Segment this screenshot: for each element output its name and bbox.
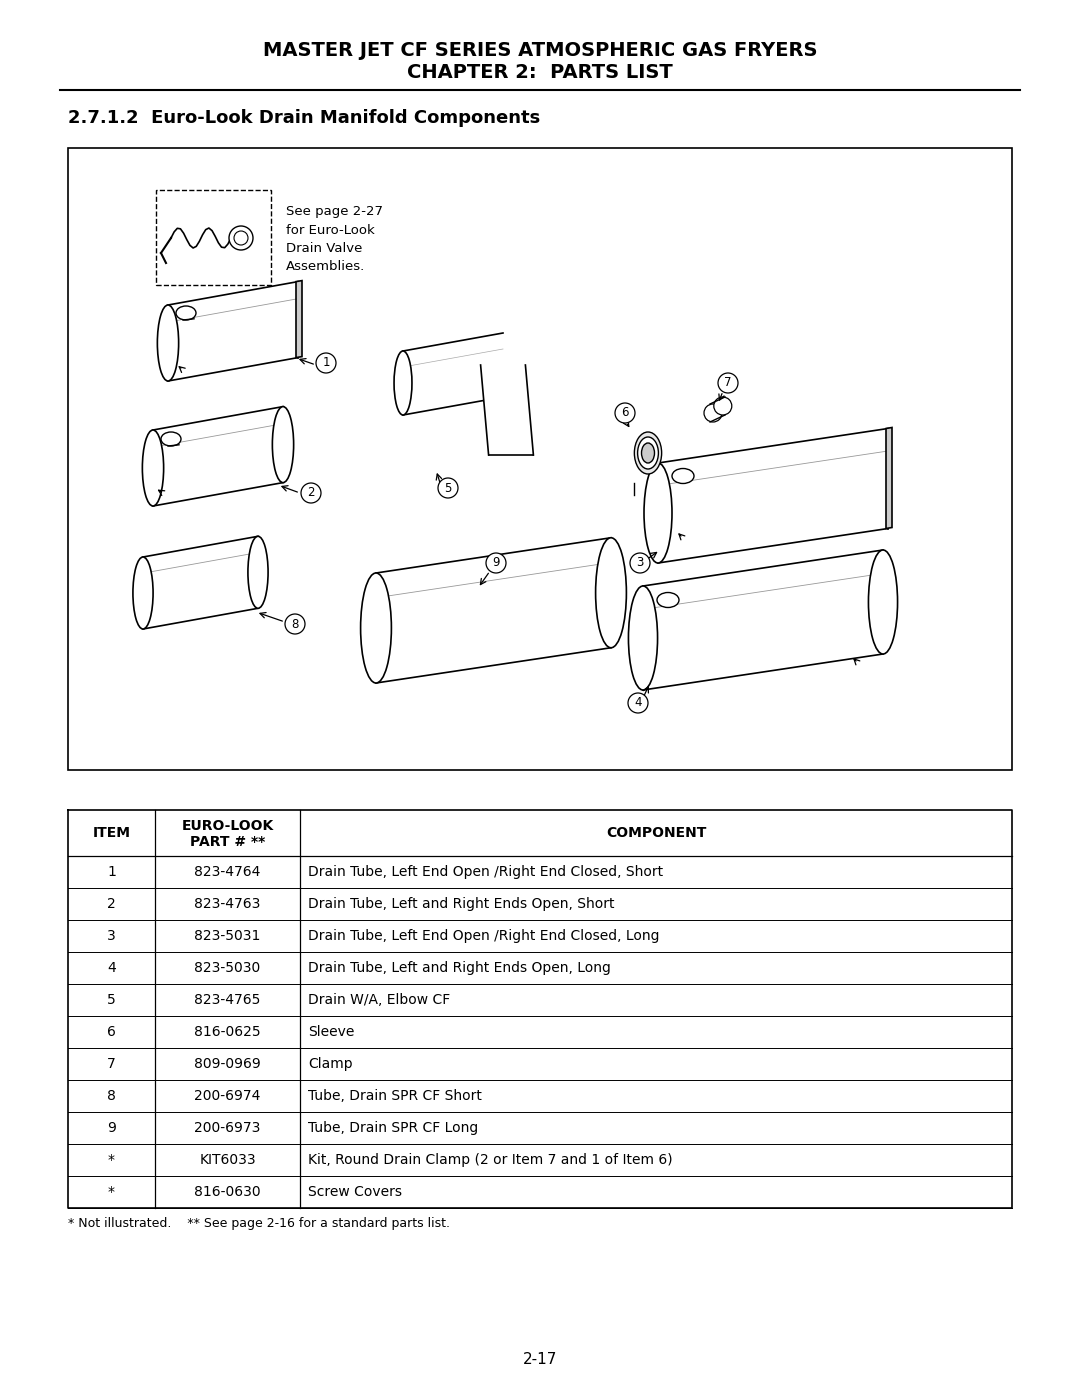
Text: * Not illustrated.    ** See page 2-16 for a standard parts list.: * Not illustrated. ** See page 2-16 for … (68, 1218, 450, 1231)
Ellipse shape (595, 538, 626, 648)
Text: Kit, Round Drain Clamp (2 or Item 7 and 1 of Item 6): Kit, Round Drain Clamp (2 or Item 7 and … (308, 1153, 673, 1166)
Polygon shape (643, 550, 883, 690)
Text: *: * (108, 1153, 114, 1166)
Text: 2.7.1.2  Euro-Look Drain Manifold Components: 2.7.1.2 Euro-Look Drain Manifold Compone… (68, 109, 540, 127)
Circle shape (615, 402, 635, 423)
Text: See page 2-27
for Euro-Look
Drain Valve
Assemblies.: See page 2-27 for Euro-Look Drain Valve … (286, 205, 383, 274)
Text: 2: 2 (307, 486, 314, 500)
Circle shape (630, 553, 650, 573)
Text: 7: 7 (725, 377, 732, 390)
Circle shape (486, 553, 507, 573)
Text: KIT6033: KIT6033 (199, 1153, 256, 1166)
Text: 816-0630: 816-0630 (194, 1185, 260, 1199)
Text: EURO-LOOK: EURO-LOOK (181, 819, 273, 833)
Text: MASTER JET CF SERIES ATMOSPHERIC GAS FRYERS: MASTER JET CF SERIES ATMOSPHERIC GAS FRY… (262, 41, 818, 60)
Polygon shape (658, 429, 888, 563)
Text: 9: 9 (107, 1120, 116, 1134)
Text: 3: 3 (107, 929, 116, 943)
Ellipse shape (272, 407, 294, 482)
Ellipse shape (634, 432, 662, 474)
Text: 823-5030: 823-5030 (194, 961, 260, 975)
Circle shape (627, 693, 648, 712)
Text: 9: 9 (492, 556, 500, 570)
Text: 1: 1 (107, 865, 116, 879)
Ellipse shape (657, 592, 679, 608)
Text: 8: 8 (292, 617, 299, 630)
Text: 200-6974: 200-6974 (194, 1090, 260, 1104)
Ellipse shape (644, 462, 672, 563)
Polygon shape (376, 538, 611, 683)
Polygon shape (153, 407, 283, 506)
Circle shape (285, 615, 305, 634)
Text: Sleeve: Sleeve (308, 1025, 354, 1039)
Polygon shape (296, 281, 302, 358)
Ellipse shape (361, 573, 391, 683)
Ellipse shape (637, 437, 659, 469)
Polygon shape (168, 282, 298, 381)
Text: 823-4763: 823-4763 (194, 897, 260, 911)
Text: 816-0625: 816-0625 (194, 1025, 260, 1039)
Ellipse shape (629, 585, 658, 690)
Text: 4: 4 (107, 961, 116, 975)
Text: Drain W/A, Elbow CF: Drain W/A, Elbow CF (308, 993, 450, 1007)
Text: Screw Covers: Screw Covers (308, 1185, 402, 1199)
Circle shape (229, 226, 253, 250)
Text: Clamp: Clamp (308, 1058, 353, 1071)
Ellipse shape (133, 557, 153, 629)
Circle shape (301, 483, 321, 503)
Text: 6: 6 (107, 1025, 116, 1039)
Ellipse shape (642, 443, 654, 462)
Ellipse shape (143, 430, 164, 506)
Polygon shape (481, 365, 534, 455)
Circle shape (718, 373, 738, 393)
Polygon shape (403, 332, 503, 415)
Ellipse shape (158, 305, 178, 381)
Text: Tube, Drain SPR CF Short: Tube, Drain SPR CF Short (308, 1090, 482, 1104)
Text: *: * (108, 1185, 114, 1199)
Circle shape (438, 478, 458, 497)
Ellipse shape (161, 432, 181, 446)
Text: 2-17: 2-17 (523, 1352, 557, 1368)
Ellipse shape (248, 536, 268, 608)
Text: PART # **: PART # ** (190, 835, 265, 849)
Text: 5: 5 (107, 993, 116, 1007)
Text: Drain Tube, Left and Right Ends Open, Long: Drain Tube, Left and Right Ends Open, Lo… (308, 961, 611, 975)
Circle shape (714, 397, 732, 415)
Ellipse shape (672, 468, 694, 483)
Bar (156, 190, 271, 285)
Text: Drain Tube, Left End Open /Right End Closed, Short: Drain Tube, Left End Open /Right End Clo… (308, 865, 663, 879)
Text: CHAPTER 2:  PARTS LIST: CHAPTER 2: PARTS LIST (407, 63, 673, 82)
Text: 200-6973: 200-6973 (194, 1120, 260, 1134)
Text: 8: 8 (107, 1090, 116, 1104)
Text: 809-0969: 809-0969 (194, 1058, 261, 1071)
Text: 6: 6 (621, 407, 629, 419)
Polygon shape (886, 427, 892, 528)
Text: ITEM: ITEM (93, 826, 131, 840)
Text: 823-5031: 823-5031 (194, 929, 260, 943)
Text: 823-4764: 823-4764 (194, 865, 260, 879)
Polygon shape (143, 536, 258, 629)
Bar (68, 148, 1012, 770)
Text: 1: 1 (322, 356, 329, 369)
Text: 5: 5 (444, 482, 451, 495)
Ellipse shape (394, 351, 411, 415)
Text: 7: 7 (107, 1058, 116, 1071)
Text: 823-4765: 823-4765 (194, 993, 260, 1007)
Circle shape (316, 353, 336, 373)
Text: 2: 2 (107, 897, 116, 911)
Text: COMPONENT: COMPONENT (606, 826, 706, 840)
Text: Tube, Drain SPR CF Long: Tube, Drain SPR CF Long (308, 1120, 478, 1134)
Text: Drain Tube, Left End Open /Right End Closed, Long: Drain Tube, Left End Open /Right End Clo… (308, 929, 660, 943)
Ellipse shape (868, 550, 897, 654)
Text: 3: 3 (636, 556, 644, 570)
Text: Drain Tube, Left and Right Ends Open, Short: Drain Tube, Left and Right Ends Open, Sh… (308, 897, 615, 911)
Ellipse shape (176, 306, 195, 320)
Text: 4: 4 (634, 697, 642, 710)
Circle shape (704, 404, 723, 422)
